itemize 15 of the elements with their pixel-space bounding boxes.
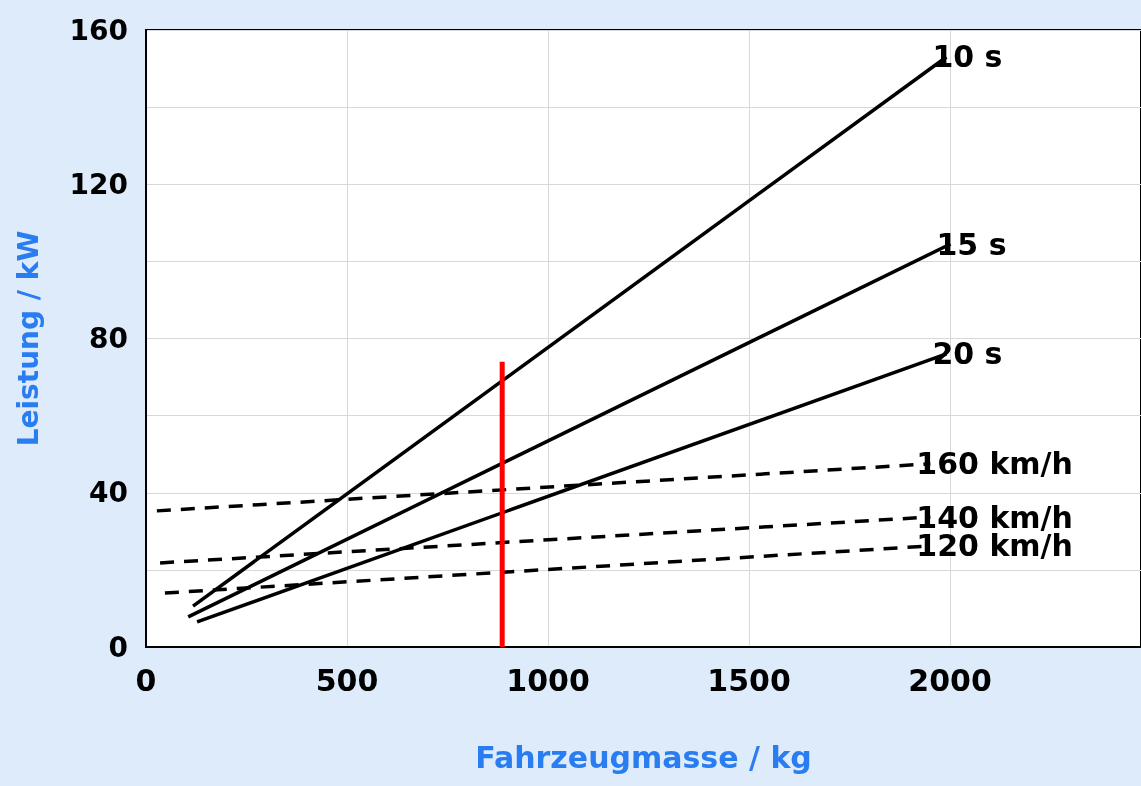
y-tick-label: 120 bbox=[69, 167, 128, 201]
series-label: 20 s bbox=[932, 336, 1003, 372]
x-tick-label: 500 bbox=[315, 662, 379, 698]
series-label: 15 s bbox=[936, 226, 1007, 262]
x-tick-label: 1000 bbox=[506, 662, 590, 698]
x-tick-label: 2000 bbox=[908, 662, 992, 698]
y-tick-label: 40 bbox=[89, 476, 128, 510]
y-tick-label: 0 bbox=[108, 630, 128, 664]
x-axis-title: Fahrzeugmasse / kg bbox=[475, 739, 812, 775]
y-tick-label: 80 bbox=[89, 322, 128, 355]
y-tick-label: 160 bbox=[69, 13, 128, 47]
series-label: 160 km/h bbox=[916, 446, 1073, 482]
x-tick-label: 0 bbox=[135, 662, 157, 698]
y-axis-title: Leistung / kW bbox=[11, 230, 45, 447]
x-tick-label: 1500 bbox=[707, 662, 791, 698]
